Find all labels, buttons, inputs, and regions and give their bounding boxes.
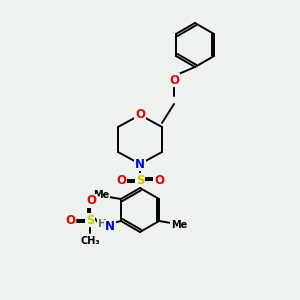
Text: S: S <box>136 173 144 187</box>
Text: O: O <box>169 74 179 86</box>
Text: N: N <box>105 220 115 233</box>
Text: Me: Me <box>93 190 109 200</box>
Text: O: O <box>116 173 126 187</box>
Text: O: O <box>65 214 75 226</box>
Text: O: O <box>135 109 145 122</box>
Text: CH₃: CH₃ <box>80 236 100 246</box>
Text: N: N <box>135 158 145 170</box>
Text: O: O <box>86 194 96 208</box>
Text: O: O <box>154 173 164 187</box>
Text: S: S <box>86 214 94 226</box>
Text: Me: Me <box>171 220 187 230</box>
Text: H: H <box>98 219 106 229</box>
